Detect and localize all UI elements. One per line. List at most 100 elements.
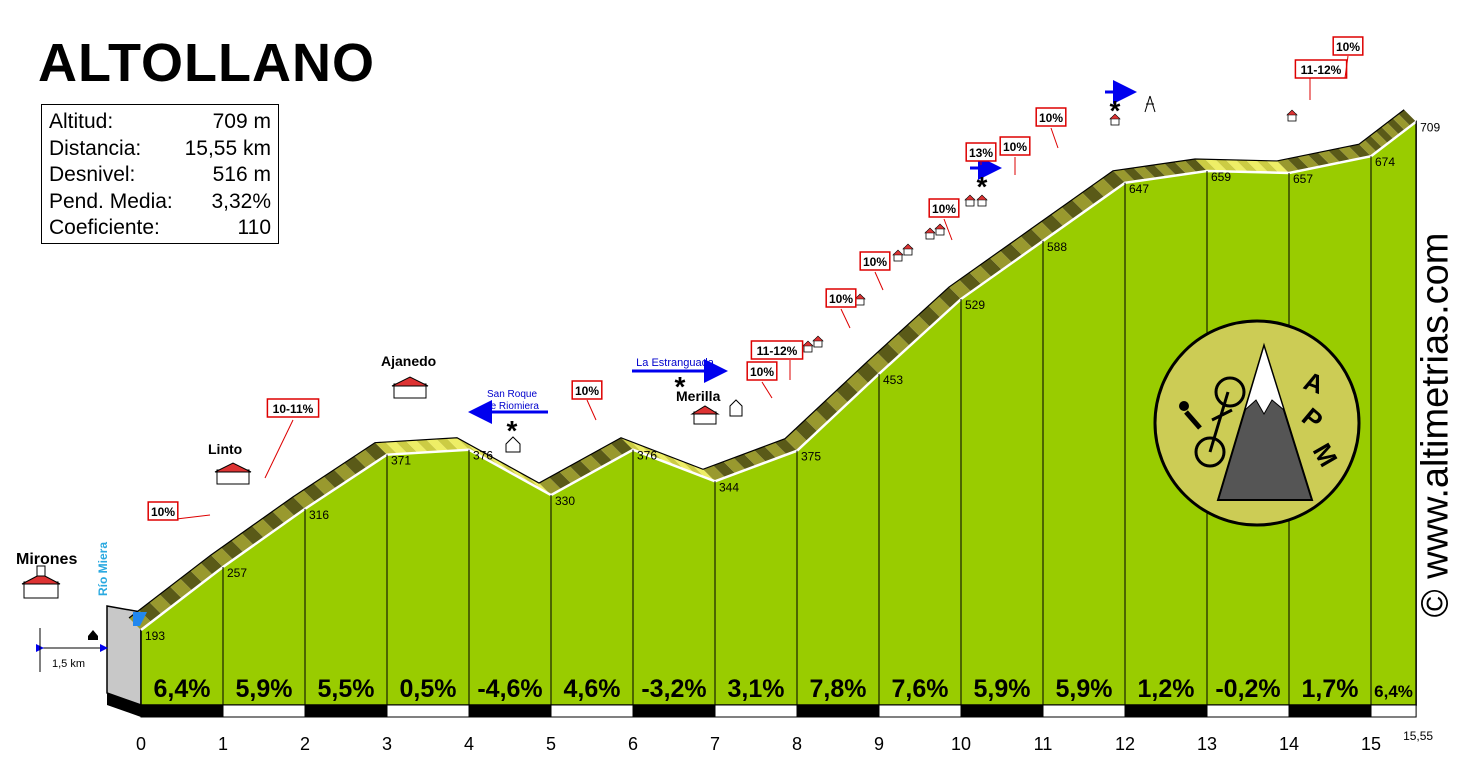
ramp-label: 11-12% [757, 344, 798, 358]
road-band-segment [1328, 148, 1351, 163]
house-roof [1109, 113, 1121, 120]
road-band-segment [774, 438, 797, 455]
ramp-leader [1344, 55, 1349, 79]
junction-asterisk: * [675, 371, 686, 402]
road-band-segment [764, 442, 787, 459]
road-band-segment [1359, 139, 1377, 157]
base-bar-segment [714, 704, 798, 718]
ramp-box [746, 361, 778, 381]
altitude-label: 375 [801, 450, 821, 464]
ramp-leader [1050, 127, 1059, 149]
ramp-box [999, 136, 1031, 156]
road-band-segment [1215, 159, 1238, 172]
base-bar-segment [632, 704, 716, 718]
ramp-leader [943, 218, 953, 241]
road-band-segment [1195, 158, 1218, 172]
road-band-segment [539, 477, 562, 496]
road-band-segment [303, 483, 326, 503]
gradient-label: 3,1% [728, 675, 785, 703]
san-roque-label-line2: de Riomiera [485, 401, 539, 412]
ramp-box [571, 380, 603, 400]
road-band-segment [1338, 146, 1361, 161]
road-band-segment [662, 453, 685, 470]
road-band-segment [1154, 163, 1177, 177]
village-icon [21, 565, 61, 599]
house-roof [924, 227, 936, 234]
road-band-segment [723, 457, 746, 474]
ramp-leader [874, 271, 884, 291]
house-roof [976, 194, 988, 201]
road-band-segment [1287, 156, 1310, 171]
road-band-segment [1398, 109, 1417, 127]
base-bar-segment [222, 704, 306, 718]
ramp-label: 10% [750, 365, 774, 379]
base-bar-segment [386, 704, 470, 718]
ramp-leader [761, 381, 773, 399]
km-tick-label: 1 [218, 734, 228, 754]
road-band-segment [344, 456, 367, 475]
road-band-segment [354, 449, 377, 469]
ramp-label: 10% [829, 292, 853, 306]
road-band-segment [672, 457, 695, 474]
junction-asterisk: * [507, 415, 518, 446]
river-label: Río Miera [96, 542, 110, 596]
house-roof [892, 249, 904, 256]
altitude-label: 529 [965, 298, 985, 312]
gradient-label: 1,7% [1302, 675, 1359, 703]
altitude-label: 657 [1293, 172, 1313, 186]
road-band-segment [1113, 169, 1136, 183]
road-band-segment [436, 438, 459, 451]
road-band-segment [641, 445, 664, 462]
km-tick-label: 5 [546, 734, 556, 754]
altitude-label: 674 [1375, 155, 1395, 169]
road-band-segment [569, 460, 592, 479]
ramp-label: 10% [1336, 40, 1360, 54]
road-edge-top [128, 109, 1405, 619]
km-tick-label: 9 [874, 734, 884, 754]
km-tick-label: 6 [628, 734, 638, 754]
ramp-box [147, 501, 179, 521]
ramp-label: 10% [575, 384, 599, 398]
gradient-label: 1,2% [1138, 675, 1195, 703]
km-tick-label: 2 [300, 734, 310, 754]
ramp-label: 10% [1003, 140, 1027, 154]
ramp-box [1332, 36, 1364, 56]
road-band-segment [1236, 159, 1259, 173]
antenna-icon [1144, 95, 1156, 113]
road-band-segment [754, 446, 777, 463]
village-icon [214, 462, 252, 485]
road-band-segment [682, 461, 705, 478]
place-merilla: Merilla [676, 388, 721, 404]
ramp-box [928, 198, 960, 218]
road-band-segment [1123, 167, 1146, 182]
road-band-segment [364, 442, 387, 462]
gradient-label: 5,9% [974, 675, 1031, 703]
approach-distance: 1,5 km [52, 658, 85, 670]
road-band-segment [1133, 166, 1156, 180]
stat-value: 110 [237, 216, 271, 239]
ramp-box [965, 142, 997, 162]
gradient-label: 5,9% [236, 675, 293, 703]
road-band-segment [446, 437, 469, 451]
base-bar-segment [468, 704, 552, 718]
stat-row-coeficiente: Coeficiente: 110 [49, 215, 271, 242]
road-band-segment [600, 443, 623, 462]
junction-asterisk: * [1110, 95, 1121, 126]
road-band-segment [590, 449, 613, 467]
place-mirones: Mirones [16, 551, 77, 568]
stat-row-pendiente: Pend. Media: 3,32% [49, 189, 271, 216]
base-bar-segment [796, 704, 880, 718]
house-roof [902, 243, 914, 250]
road-band-segment [549, 471, 572, 490]
road-band-segment [405, 440, 428, 453]
road-band-segment [395, 440, 418, 454]
km-tick-label: 8 [792, 734, 802, 754]
km-end-label: 15,55 [1403, 729, 1433, 743]
road-band-segment [375, 442, 398, 455]
gradient-label: 5,5% [318, 675, 375, 703]
road-band-segment [610, 437, 633, 456]
altitude-label: 330 [555, 494, 575, 508]
altitude-label: 453 [883, 373, 903, 387]
road-band-segment [1370, 131, 1388, 148]
